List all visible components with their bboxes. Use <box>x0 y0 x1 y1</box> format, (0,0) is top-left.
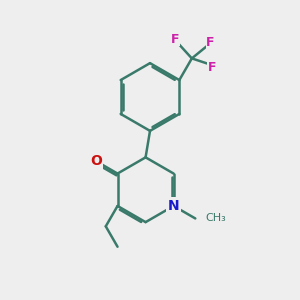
Text: F: F <box>170 33 179 46</box>
Text: O: O <box>90 154 102 168</box>
Text: F: F <box>206 36 214 49</box>
Text: CH₃: CH₃ <box>206 214 226 224</box>
Text: F: F <box>208 61 216 74</box>
Text: N: N <box>168 199 179 213</box>
